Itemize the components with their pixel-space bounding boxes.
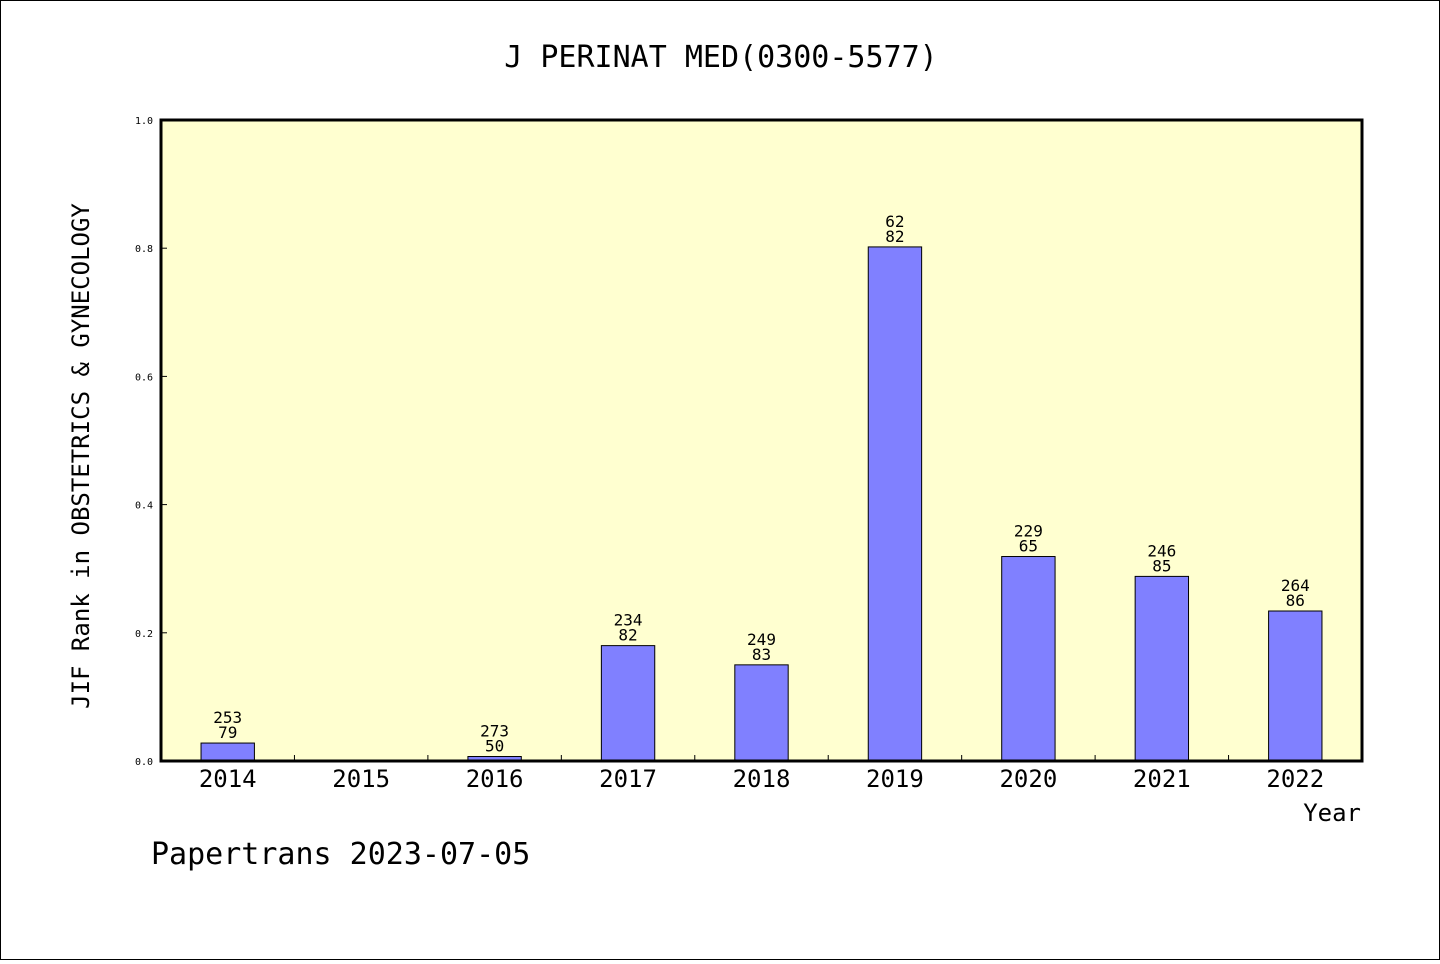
bar-label-rank: 234	[614, 611, 643, 630]
bar-label-rank: 229	[1014, 522, 1043, 541]
y-tick-label: 0.0	[135, 757, 153, 768]
y-axis-label: JIF Rank in OBSTETRICS & GYNECOLOGY	[67, 203, 95, 709]
y-tick-label: 0.4	[135, 501, 153, 512]
bar	[1134, 575, 1190, 762]
bar-label-rank: 264	[1281, 576, 1310, 595]
bar-label-count: 85	[1152, 556, 1171, 575]
bar-label-count: 79	[218, 723, 237, 742]
bar	[600, 645, 656, 762]
bar	[734, 664, 789, 762]
bar	[1001, 556, 1056, 762]
x-axis-label: Year	[1303, 799, 1361, 827]
bar-label-rank: 273	[480, 722, 509, 741]
bar-label-count: 65	[1019, 537, 1038, 556]
x-tick-label: 2018	[733, 765, 791, 793]
y-tick-label: 0.6	[135, 372, 153, 383]
x-tick-label: 2017	[599, 765, 657, 793]
bar-label-count: 83	[752, 645, 771, 664]
x-tick-label: 2016	[466, 765, 524, 793]
bar-label-count: 50	[485, 737, 504, 756]
x-tick-label: 2022	[1266, 765, 1324, 793]
bar-label-count: 82	[618, 626, 637, 645]
footer-credit: Papertrans 2023-07-05	[151, 837, 530, 872]
y-tick-label: 0.2	[135, 629, 153, 640]
plot-border	[159, 118, 1364, 763]
bar-label-rank: 249	[747, 630, 776, 649]
x-tick-label: 2014	[199, 765, 257, 793]
y-tick-label: 0.8	[135, 244, 153, 255]
x-tick-label: 2020	[999, 765, 1057, 793]
bar	[867, 246, 923, 762]
x-tick-label: 2021	[1133, 765, 1191, 793]
chart-title: J PERINAT MED(0300-5577)	[504, 40, 937, 75]
x-tick-label: 2015	[332, 765, 390, 793]
x-tick-label: 2019	[866, 765, 924, 793]
bar-label-count: 82	[885, 227, 904, 246]
y-tick-label: 1.0	[135, 116, 153, 127]
bar	[200, 742, 255, 762]
bar-label-count: 86	[1286, 591, 1305, 610]
x-axis-ticks: 2014 2015 2016 2017 2018 2019 2020 2021 2022	[199, 755, 1324, 793]
bar-label-rank: 253	[213, 708, 242, 727]
bar	[1268, 610, 1323, 762]
bar-label-rank: 62	[885, 212, 904, 231]
bar-label-rank: 246	[1147, 541, 1176, 560]
